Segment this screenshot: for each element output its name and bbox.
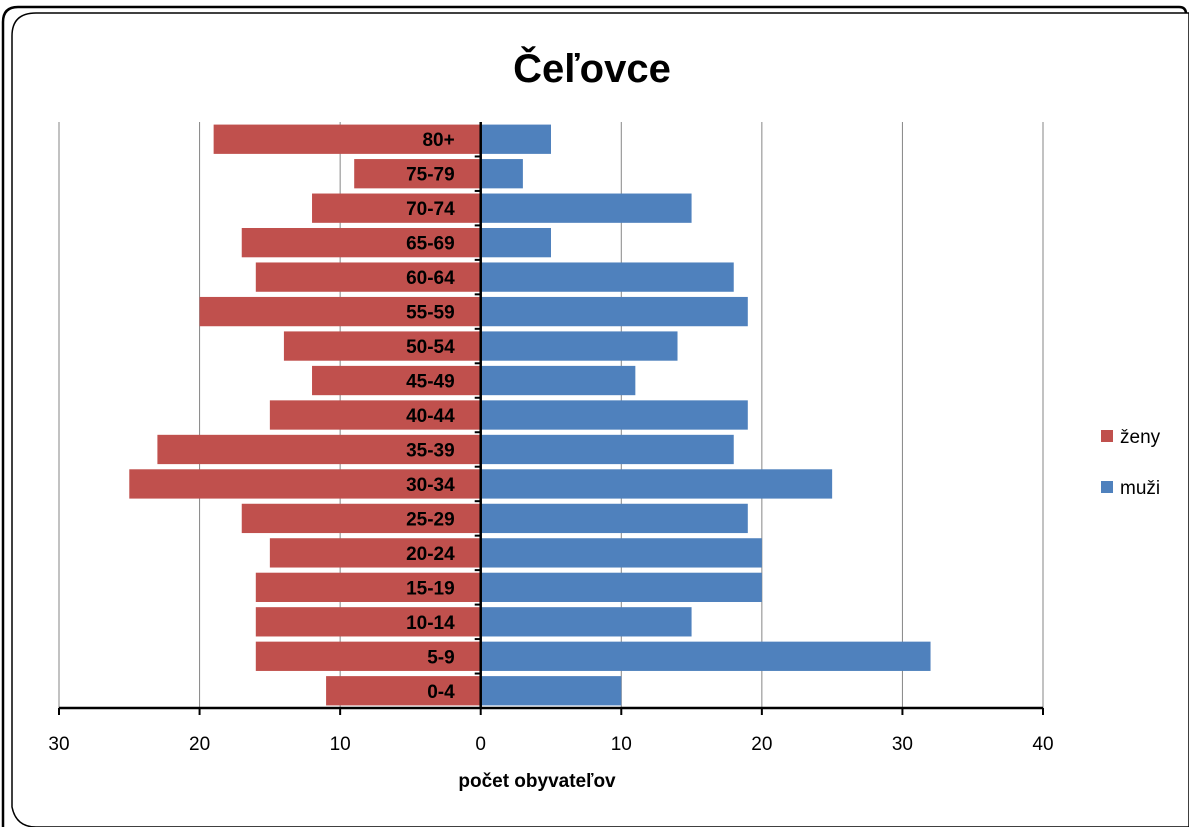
bar-muzi-55-59 <box>480 296 748 327</box>
bar-zeny-80+ <box>213 124 481 154</box>
x-axis-label: počet obyvateľov <box>458 771 616 792</box>
bar-zeny-50-54 <box>283 331 481 361</box>
bar-zeny-35-39 <box>157 434 481 465</box>
x-tick-label-5: 20 <box>751 734 772 755</box>
category-label-55-59: 55-59 <box>406 303 455 324</box>
x-tick-label-4: 10 <box>611 734 632 755</box>
category-label-30-34: 30-34 <box>406 475 455 496</box>
legend-label-zeny: ženy <box>1120 427 1161 448</box>
category-label-70-74: 70-74 <box>406 199 455 220</box>
category-label-15-19: 15-19 <box>406 578 455 599</box>
bar-muzi-50-54 <box>480 331 678 361</box>
category-label-10-14: 10-14 <box>406 613 455 634</box>
bar-zeny-40-44 <box>269 400 481 430</box>
x-tick-label-1: 20 <box>189 734 210 755</box>
bar-muzi-35-39 <box>480 434 734 465</box>
bar-zeny-10-14 <box>255 607 481 637</box>
bar-zeny-55-59 <box>199 296 481 327</box>
bar-muzi-40-44 <box>480 400 748 430</box>
bar-muzi-65-69 <box>480 227 551 258</box>
x-tick-labels: 30 20 10 0 10 20 30 40 <box>48 734 1053 755</box>
x-tick-label-6: 30 <box>892 734 913 755</box>
category-label-0-4: 0-4 <box>427 682 455 703</box>
legend-swatch-muzi <box>1101 481 1113 493</box>
bar-muzi-20-24 <box>480 538 762 568</box>
bar-zeny-0-4 <box>326 676 481 706</box>
category-label-80+: 80+ <box>422 130 454 151</box>
x-tick-label-3: 0 <box>475 734 486 755</box>
bar-zeny-65-69 <box>241 227 481 258</box>
bar-muzi-10-14 <box>480 607 692 637</box>
bar-muzi-45-49 <box>480 365 636 396</box>
bar-zeny-20-24 <box>269 538 481 568</box>
bar-zeny-60-64 <box>255 262 481 292</box>
category-labels: 0-4 5-9 10-14 15-19 20-24 25-29 30-34 35-39 40-4… <box>406 130 455 703</box>
category-label-65-69: 65-69 <box>406 234 455 255</box>
x-tick-label-0: 30 <box>48 734 69 755</box>
category-label-25-29: 25-29 <box>406 509 455 530</box>
bar-zeny-15-19 <box>255 572 481 603</box>
bar-zeny-5-9 <box>255 641 481 671</box>
legend: ženy muži <box>1101 427 1161 499</box>
bar-muzi-75-79 <box>480 159 523 189</box>
bar-muzi-70-74 <box>480 193 692 223</box>
bar-muzi-25-29 <box>480 503 748 534</box>
bar-zeny-75-79 <box>354 159 481 189</box>
axes <box>58 122 1044 715</box>
category-label-20-24: 20-24 <box>406 544 455 565</box>
bar-zeny-30-34 <box>129 469 481 499</box>
bar-muzi-0-4 <box>480 676 622 706</box>
legend-label-muzi: muži <box>1120 478 1160 499</box>
category-label-50-54: 50-54 <box>406 337 455 358</box>
category-label-35-39: 35-39 <box>406 440 455 461</box>
category-label-75-79: 75-79 <box>406 165 455 186</box>
category-label-60-64: 60-64 <box>406 268 455 289</box>
bar-muzi-80+ <box>480 124 551 154</box>
x-tick-label-7: 40 <box>1032 734 1053 755</box>
bar-zeny-70-74 <box>312 193 481 223</box>
bars <box>129 124 931 706</box>
legend-swatch-zeny <box>1101 430 1113 442</box>
category-label-5-9: 5-9 <box>427 647 454 668</box>
category-label-40-44: 40-44 <box>406 406 455 427</box>
bar-muzi-15-19 <box>480 572 762 603</box>
bar-zeny-25-29 <box>241 503 481 534</box>
bar-muzi-60-64 <box>480 262 734 292</box>
category-label-45-49: 45-49 <box>406 372 455 393</box>
bar-zeny-45-49 <box>312 365 481 396</box>
x-tick-label-2: 10 <box>330 734 351 755</box>
chart-title: Čeľovce <box>513 45 671 91</box>
bar-muzi-5-9 <box>480 641 931 671</box>
bar-muzi-30-34 <box>480 469 833 499</box>
